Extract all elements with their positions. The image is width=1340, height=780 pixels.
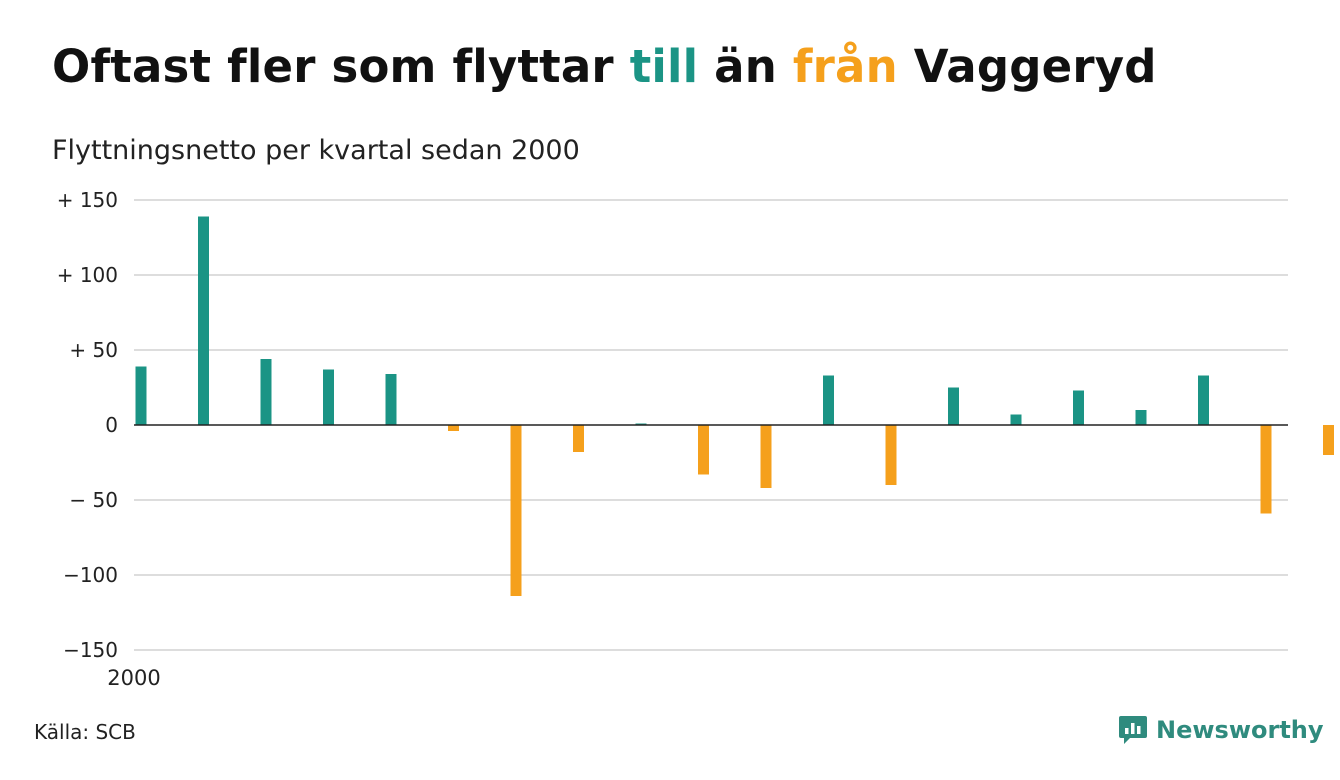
bars [135,216,1334,596]
bar [573,425,584,452]
chart-subtitle: Flyttningsnetto per kvartal sedan 2000 [52,135,580,166]
y-tick-label: − 50 [69,488,118,512]
y-tick-label: + 50 [69,338,118,362]
source-note: Källa: SCB [34,720,136,744]
x-tick-label: 2000 [107,666,160,690]
bar [198,216,209,425]
y-axis-ticks: + 150 + 100 + 50 0 − 50 −100 −150 [57,188,118,662]
title-part-till: till [629,40,699,93]
y-tick-label: −100 [63,563,118,587]
title-part-fran: från [792,40,898,93]
bar [1260,425,1272,514]
y-tick-label: −150 [63,638,118,662]
bar [1198,375,1209,425]
bar [760,425,772,488]
bar [1073,390,1084,425]
x-axis-ticks: 20002005201020152020 [107,666,160,690]
bar [948,387,959,425]
bar [260,359,272,425]
newsworthy-logo-icon [1119,716,1147,744]
bar [510,425,522,596]
bar-chart: + 150 + 100 + 50 0 − 50 −100 −150 200020052010… [57,188,1334,690]
bar [323,369,334,425]
bar [823,375,834,425]
y-tick-label: 0 [105,413,118,437]
y-tick-label: + 100 [57,263,118,287]
bar [1135,410,1147,425]
chart-title: Oftast fler som flyttar till än från Vag… [52,40,1157,93]
bar [698,425,709,475]
title-part-1: Oftast fler som flyttar [52,40,630,93]
bar [1323,425,1334,455]
bar [1010,414,1022,425]
title-part-5: Vaggeryd [897,40,1157,93]
title-part-3: än [698,40,793,93]
bar [385,374,397,425]
brand-name: Newsworthy [1156,716,1324,744]
y-tick-label: + 150 [57,188,118,212]
bar [885,425,897,485]
grid-lines [134,199,1288,651]
bar [448,425,459,431]
brand-logo[interactable]: Newsworthy [1118,714,1324,746]
bar [135,366,147,425]
